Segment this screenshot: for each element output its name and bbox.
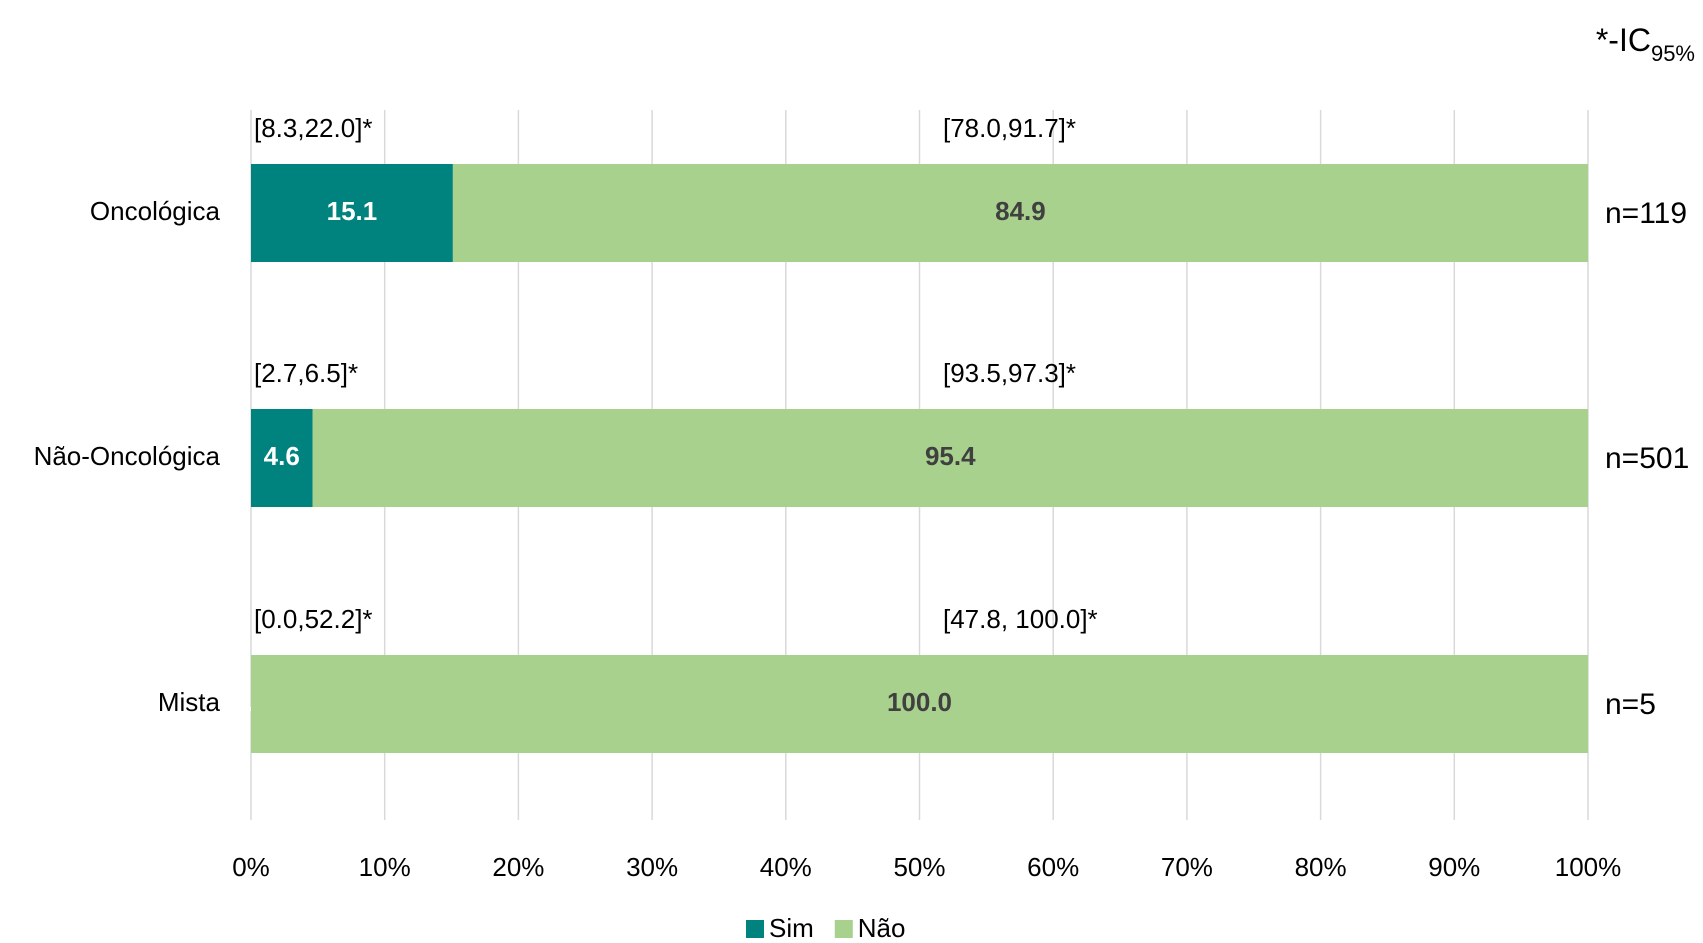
category-label: Oncológica (90, 196, 221, 226)
ci-label: [8.3,22.0]* (254, 113, 373, 143)
note-subscript: 95% (1651, 41, 1695, 66)
bar-segment (452, 164, 1589, 262)
value-label: 95.4 (925, 441, 976, 471)
bar-segment (312, 409, 1589, 507)
value-label: 15.1 (327, 196, 378, 226)
legend-swatch (834, 920, 853, 938)
bar-segment (251, 655, 1588, 753)
category-label: Não-Oncológica (34, 441, 221, 471)
x-tick-label: 100% (1555, 852, 1622, 882)
x-tick-label: 30% (626, 852, 678, 882)
sample-size: n=501 (1605, 442, 1689, 475)
ci-label: [93.5,97.3]* (943, 358, 1076, 388)
legend-label: Sim (769, 913, 814, 943)
value-label: 4.6 (264, 441, 300, 471)
x-tick-label: 90% (1428, 852, 1480, 882)
value-label: 100.0 (887, 687, 952, 717)
x-tick-label: 10% (359, 852, 411, 882)
legend-swatch (746, 920, 764, 938)
x-tick-label: 50% (893, 852, 945, 882)
note-text: *-IC (1596, 22, 1651, 58)
category-label: Mista (158, 687, 221, 717)
note: *-IC95% (1596, 22, 1695, 65)
ci-label: [2.7,6.5]* (254, 358, 358, 388)
bar-segment (251, 409, 313, 507)
legend-label: Não (858, 913, 906, 943)
bar-segment (251, 164, 453, 262)
sample-size: n=5 (1605, 688, 1656, 721)
value-label: 84.9 (995, 196, 1046, 226)
x-tick-label: 60% (1027, 852, 1079, 882)
x-tick-label: 70% (1161, 852, 1213, 882)
ci-label: [78.0,91.7]* (943, 113, 1076, 143)
ci-label: [47.8, 100.0]* (943, 604, 1098, 634)
x-tick-label: 40% (760, 852, 812, 882)
sample-size: n=119 (1605, 197, 1687, 230)
x-tick-label: 80% (1295, 852, 1347, 882)
x-tick-label: 0% (232, 852, 270, 882)
ci-label: [0.0,52.2]* (254, 604, 373, 634)
x-tick-label: 20% (492, 852, 544, 882)
